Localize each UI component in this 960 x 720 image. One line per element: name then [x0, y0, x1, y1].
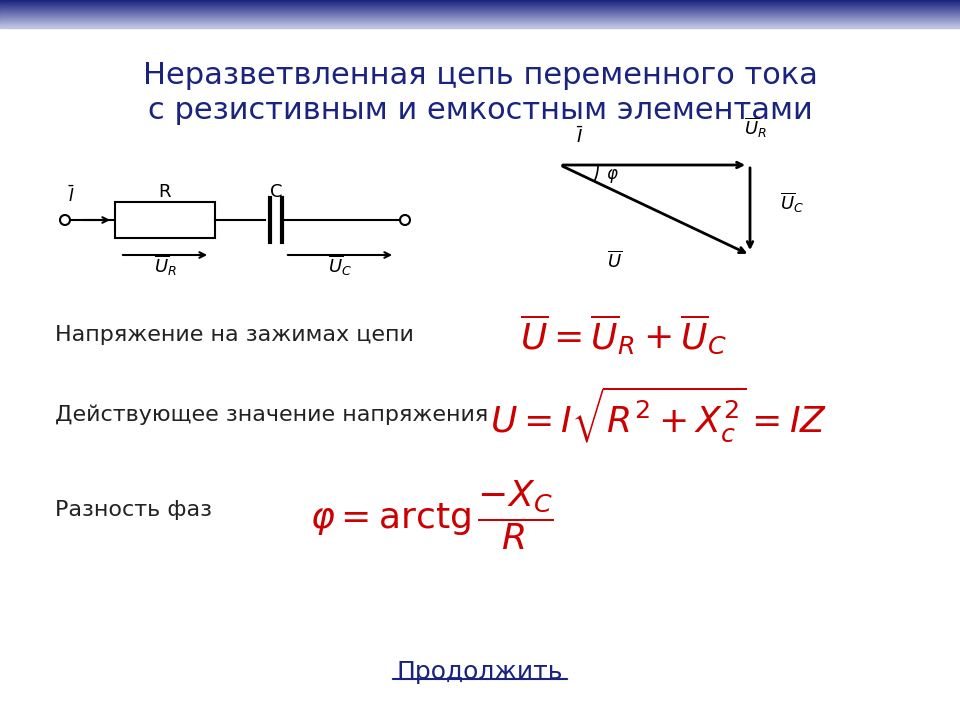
Bar — [0, 9, 960, 10]
Bar — [0, 2, 960, 3]
Text: $\overline{U}_R$: $\overline{U}_R$ — [154, 253, 177, 278]
Text: R: R — [158, 183, 171, 201]
Bar — [0, 11, 960, 12]
Text: Продолжить: Продолжить — [396, 660, 564, 684]
Bar — [0, 20, 960, 21]
Text: $\overline{U}_C$: $\overline{U}_C$ — [780, 191, 804, 215]
Text: $\bar{I}$: $\bar{I}$ — [576, 127, 584, 147]
Bar — [0, 25, 960, 26]
Bar — [115, 202, 215, 238]
Bar — [0, 8, 960, 9]
Text: $U=I\sqrt{R^2+X_c^2}=IZ$: $U=I\sqrt{R^2+X_c^2}=IZ$ — [490, 385, 828, 445]
Bar — [0, 13, 960, 14]
Text: C: C — [270, 183, 282, 201]
Bar — [0, 22, 960, 23]
Text: $\overline{U}=\overline{U}_R +\overline{U}_C$: $\overline{U}=\overline{U}_R +\overline{… — [520, 313, 727, 357]
Bar — [0, 7, 960, 8]
Text: Разность фаз: Разность фаз — [55, 500, 212, 520]
Text: с резистивным и емкостным элементами: с резистивным и емкостным элементами — [148, 96, 812, 125]
Bar — [0, 1, 960, 2]
Bar — [0, 16, 960, 17]
Bar — [0, 27, 960, 28]
Bar — [0, 14, 960, 15]
Bar — [0, 18, 960, 19]
Bar — [0, 12, 960, 13]
Text: Напряжение на зажимах цепи: Напряжение на зажимах цепи — [55, 325, 414, 345]
Bar — [0, 4, 960, 5]
Bar — [0, 6, 960, 7]
Bar — [0, 19, 960, 20]
Text: $\overline{U}_C$: $\overline{U}_C$ — [328, 253, 352, 278]
Text: $\overline{U}$: $\overline{U}$ — [608, 251, 623, 271]
Bar — [0, 26, 960, 27]
Text: $\bar{I}$: $\bar{I}$ — [68, 186, 76, 206]
Bar — [0, 21, 960, 22]
Bar — [0, 0, 960, 1]
Text: $\varphi$: $\varphi$ — [606, 167, 618, 185]
Bar — [0, 24, 960, 25]
Bar — [0, 10, 960, 11]
Text: Действующее значение напряжения: Действующее значение напряжения — [55, 405, 489, 426]
Bar — [0, 17, 960, 18]
Text: $\varphi=\mathrm{arctg}\,\dfrac{-X_C}{R}$: $\varphi=\mathrm{arctg}\,\dfrac{-X_C}{R}… — [310, 478, 554, 552]
Bar — [0, 15, 960, 16]
Bar — [0, 23, 960, 24]
Bar — [0, 5, 960, 6]
Text: $\overline{U}_R$: $\overline{U}_R$ — [744, 115, 766, 140]
Text: Неразветвленная цепь переменного тока: Неразветвленная цепь переменного тока — [143, 60, 817, 89]
Bar — [0, 3, 960, 4]
